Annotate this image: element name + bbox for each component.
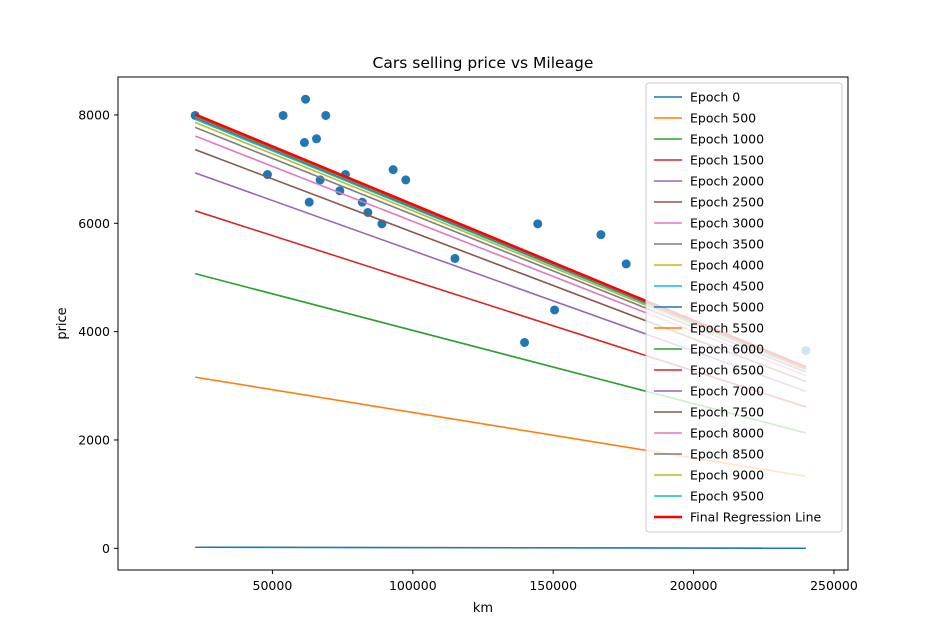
x-tick-label: 200000 bbox=[670, 578, 718, 593]
scatter-point bbox=[304, 197, 314, 207]
chart-title: Cars selling price vs Mileage bbox=[373, 54, 594, 72]
scatter-point bbox=[401, 175, 411, 185]
legend-entry-label: Epoch 6000 bbox=[690, 342, 764, 357]
y-tick-label: 0 bbox=[102, 541, 110, 556]
y-tick-label: 4000 bbox=[78, 324, 110, 339]
legend-entry-label: Epoch 6500 bbox=[690, 363, 764, 378]
legend-entry-label: Final Regression Line bbox=[690, 510, 821, 525]
legend-entry-label: Epoch 4000 bbox=[690, 258, 764, 273]
x-tick-label: 50000 bbox=[253, 578, 293, 593]
scatter-point bbox=[450, 253, 460, 263]
legend-entry-label: Epoch 4500 bbox=[690, 279, 764, 294]
x-tick-label: 250000 bbox=[810, 578, 858, 593]
legend-entry-label: Epoch 1000 bbox=[690, 132, 764, 147]
scatter-point bbox=[312, 134, 322, 144]
legend-entry-label: Epoch 1500 bbox=[690, 153, 764, 168]
legend-box bbox=[645, 82, 843, 533]
legend-entry-label: Epoch 5500 bbox=[690, 321, 764, 336]
legend-entry-label: Epoch 5000 bbox=[690, 300, 764, 315]
scatter-point bbox=[596, 230, 606, 240]
scatter-point bbox=[388, 165, 398, 175]
scatter-point bbox=[621, 259, 631, 269]
y-tick-label: 8000 bbox=[78, 107, 110, 122]
legend-entry-label: Epoch 9500 bbox=[690, 489, 764, 504]
series-line bbox=[195, 546, 806, 550]
scatter-point bbox=[301, 94, 311, 104]
scatter-point bbox=[533, 219, 543, 229]
x-tick-label: 100000 bbox=[389, 578, 437, 593]
legend-entry-label: Epoch 2000 bbox=[690, 174, 764, 189]
y-tick-label: 6000 bbox=[78, 216, 110, 231]
y-axis-label: price bbox=[55, 307, 70, 339]
scatter-point bbox=[299, 138, 309, 148]
legend-entry-label: Epoch 3000 bbox=[690, 216, 764, 231]
legend-entry-label: Epoch 3500 bbox=[690, 237, 764, 252]
legend: Epoch 0 Epoch 500 Epoch 1000 Epoch 1500 Epoc… bbox=[645, 82, 843, 533]
legend-entry-label: Epoch 0 bbox=[690, 90, 740, 105]
legend-entry-label: Epoch 2500 bbox=[690, 195, 764, 210]
scatter-point bbox=[278, 110, 288, 120]
scatter-point bbox=[321, 110, 331, 120]
axes-frame bbox=[117, 76, 849, 571]
legend-entry-label: Epoch 9000 bbox=[690, 468, 764, 483]
y-tick-label: 2000 bbox=[78, 432, 110, 447]
legend-entry-label: Epoch 500 bbox=[690, 111, 756, 126]
legend-entry-label: Epoch 7500 bbox=[690, 405, 764, 420]
scatter-point bbox=[520, 337, 530, 347]
scatter-point bbox=[550, 305, 560, 315]
x-axis-label: km bbox=[473, 601, 493, 616]
legend-entry-label: Epoch 7000 bbox=[690, 384, 764, 399]
x-tick-label: 150000 bbox=[529, 578, 577, 593]
legend-entry-label: Epoch 8000 bbox=[690, 426, 764, 441]
legend-entry-label: Epoch 8500 bbox=[690, 447, 764, 462]
